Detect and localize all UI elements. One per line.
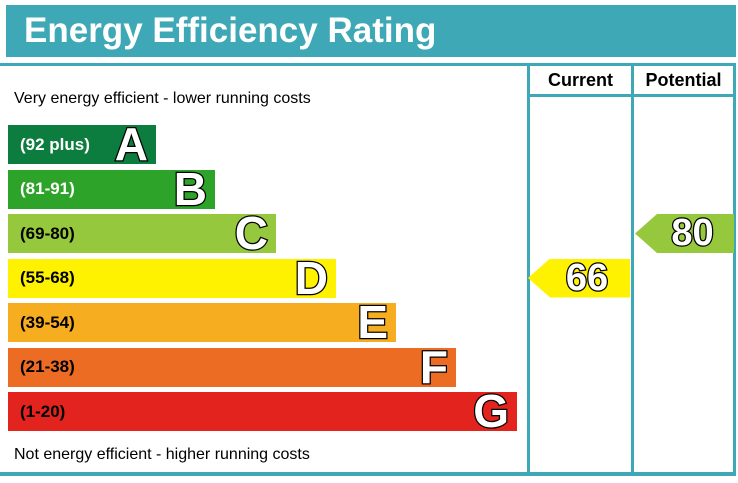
band-range-label: (69-80) [20, 223, 75, 243]
current-rating-arrow: 66 [528, 256, 630, 299]
band-row-b: (81-91) B [8, 162, 215, 215]
title-bar: Energy Efficiency Rating [6, 5, 736, 57]
band-letter: F [419, 340, 450, 393]
band-letter: D [294, 251, 330, 304]
band-range-label: (1-20) [20, 401, 66, 421]
band-row-g: (1-20) G [8, 385, 517, 437]
potential-column-divider [631, 63, 634, 476]
page-title: Energy Efficiency Rating [24, 11, 437, 50]
band-letter: A [114, 118, 150, 170]
chart-bottom-border [0, 472, 736, 476]
current-column-header: Current [547, 69, 613, 90]
current-rating-value: 66 [565, 256, 610, 299]
potential-rating-value: 80 [670, 212, 715, 254]
band-row-c: (69-80) C [8, 207, 276, 259]
potential-rating-arrow: 80 [635, 214, 734, 253]
chart-right-border [733, 63, 736, 476]
band-letter: E [356, 296, 389, 348]
potential-column-header: Potential [645, 69, 722, 90]
band-range-label: (55-68) [20, 268, 75, 287]
band-letter: C [234, 207, 270, 259]
band-range-label: (92 plus) [20, 134, 90, 154]
band-range-label: (81-91) [20, 179, 75, 198]
top-note: Very energy efficient - lower running co… [14, 90, 311, 107]
bottom-note: Not energy efficient - higher running co… [14, 446, 310, 463]
chart-top-border [0, 63, 736, 66]
column-header-underline [527, 94, 736, 97]
band-range-label: (21-38) [20, 357, 75, 376]
band-row-a: (92 plus) A [8, 118, 156, 170]
current-column-divider [527, 63, 530, 476]
band-letter: B [173, 162, 209, 215]
band-row-e: (39-54) E [8, 296, 396, 348]
band-row-d: (55-68) D [8, 251, 336, 304]
rating-bands: (92 plus) A (81-91) B (69-80) C (55-68) … [8, 118, 517, 437]
band-letter: G [472, 385, 510, 437]
band-range-label: (39-54) [20, 312, 75, 332]
band-row-f: (21-38) F [8, 340, 456, 393]
